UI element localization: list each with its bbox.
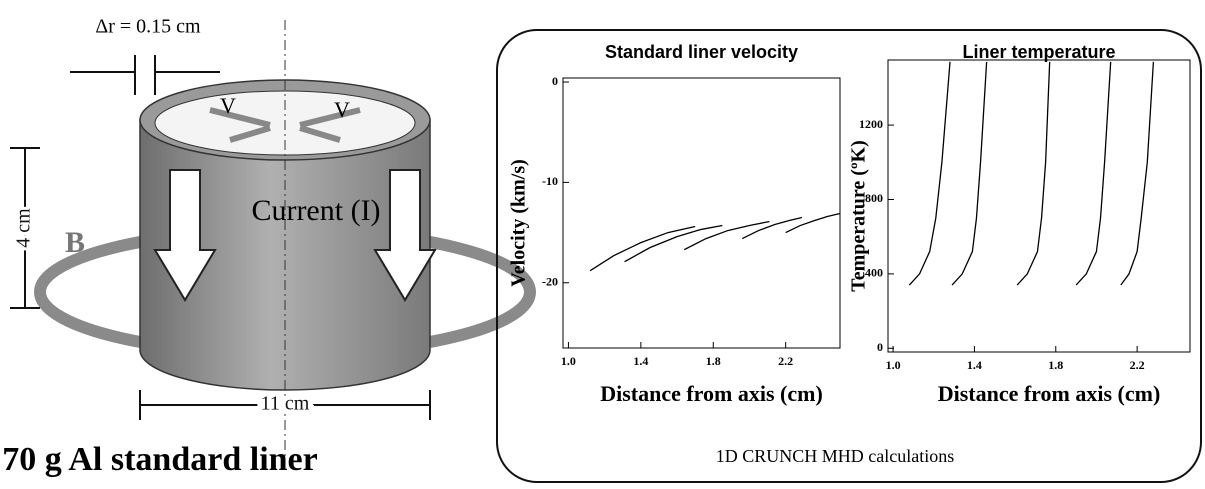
liner-diagram: Δr = 0.15 cm V V 4 cm Current (I) B 11 c… — [2, 16, 536, 478]
height-label: 4 cm — [13, 208, 35, 248]
data-line — [1075, 61, 1112, 286]
chart-title: Liner temperature — [962, 42, 1115, 62]
y-tick-label: 800 — [865, 191, 883, 205]
diagram-caption: 70 g Al standard liner — [2, 441, 317, 478]
width-dim — [139, 390, 431, 420]
plot-frame — [562, 77, 841, 349]
chart-title: Standard liner velocity — [605, 42, 798, 62]
x-tick-label: 2.2 — [1130, 358, 1145, 372]
y-tick-label: 1200 — [859, 117, 883, 131]
data-line — [1016, 61, 1051, 286]
x-axis-label: Distance from axis (cm) — [600, 381, 823, 406]
y-axis-label: Temperature (ºK) — [848, 140, 870, 292]
plot-frame — [887, 59, 1191, 353]
y-tick-label: 400 — [865, 266, 883, 280]
data-line — [589, 225, 696, 272]
y-axis-label: Velocity (km/s) — [508, 159, 530, 287]
panel-caption: 1D CRUNCH MHD calculations — [716, 446, 954, 466]
x-tick-label: 1.0 — [561, 354, 576, 368]
data-line — [741, 216, 803, 240]
width-label: 11 cm — [261, 393, 310, 415]
field-label: B — [65, 226, 85, 259]
y-tick-label: -20 — [542, 275, 558, 289]
x-tick-label: 1.8 — [706, 354, 721, 368]
dr-dim — [70, 55, 220, 95]
y-tick-label: -10 — [542, 174, 558, 188]
v-label: V — [220, 93, 236, 118]
panel-frame — [496, 29, 1202, 483]
data-line — [684, 220, 770, 251]
x-tick-label: 2.2 — [778, 354, 793, 368]
current-arrow — [153, 169, 217, 302]
y-tick-label: 0 — [552, 74, 558, 88]
x-tick-label: 1.4 — [967, 358, 982, 372]
data-line — [624, 224, 723, 263]
data-line — [908, 61, 951, 286]
x-axis-label: Distance from axis (cm) — [938, 381, 1161, 406]
data-line — [1120, 61, 1155, 286]
current-arrow — [373, 169, 437, 302]
y-tick-label: 0 — [877, 340, 883, 354]
current-label: Current (I) — [251, 194, 380, 227]
x-tick-label: 1.4 — [633, 354, 648, 368]
data-line — [951, 61, 988, 286]
v-arrows — [209, 107, 361, 143]
x-tick-label: 1.8 — [1048, 358, 1063, 372]
v-label: V — [334, 97, 350, 122]
x-tick-label: 1.0 — [886, 358, 901, 372]
height-dim — [10, 147, 40, 309]
data-line — [785, 212, 841, 234]
dr-label: Δr = 0.15 cm — [95, 16, 201, 38]
